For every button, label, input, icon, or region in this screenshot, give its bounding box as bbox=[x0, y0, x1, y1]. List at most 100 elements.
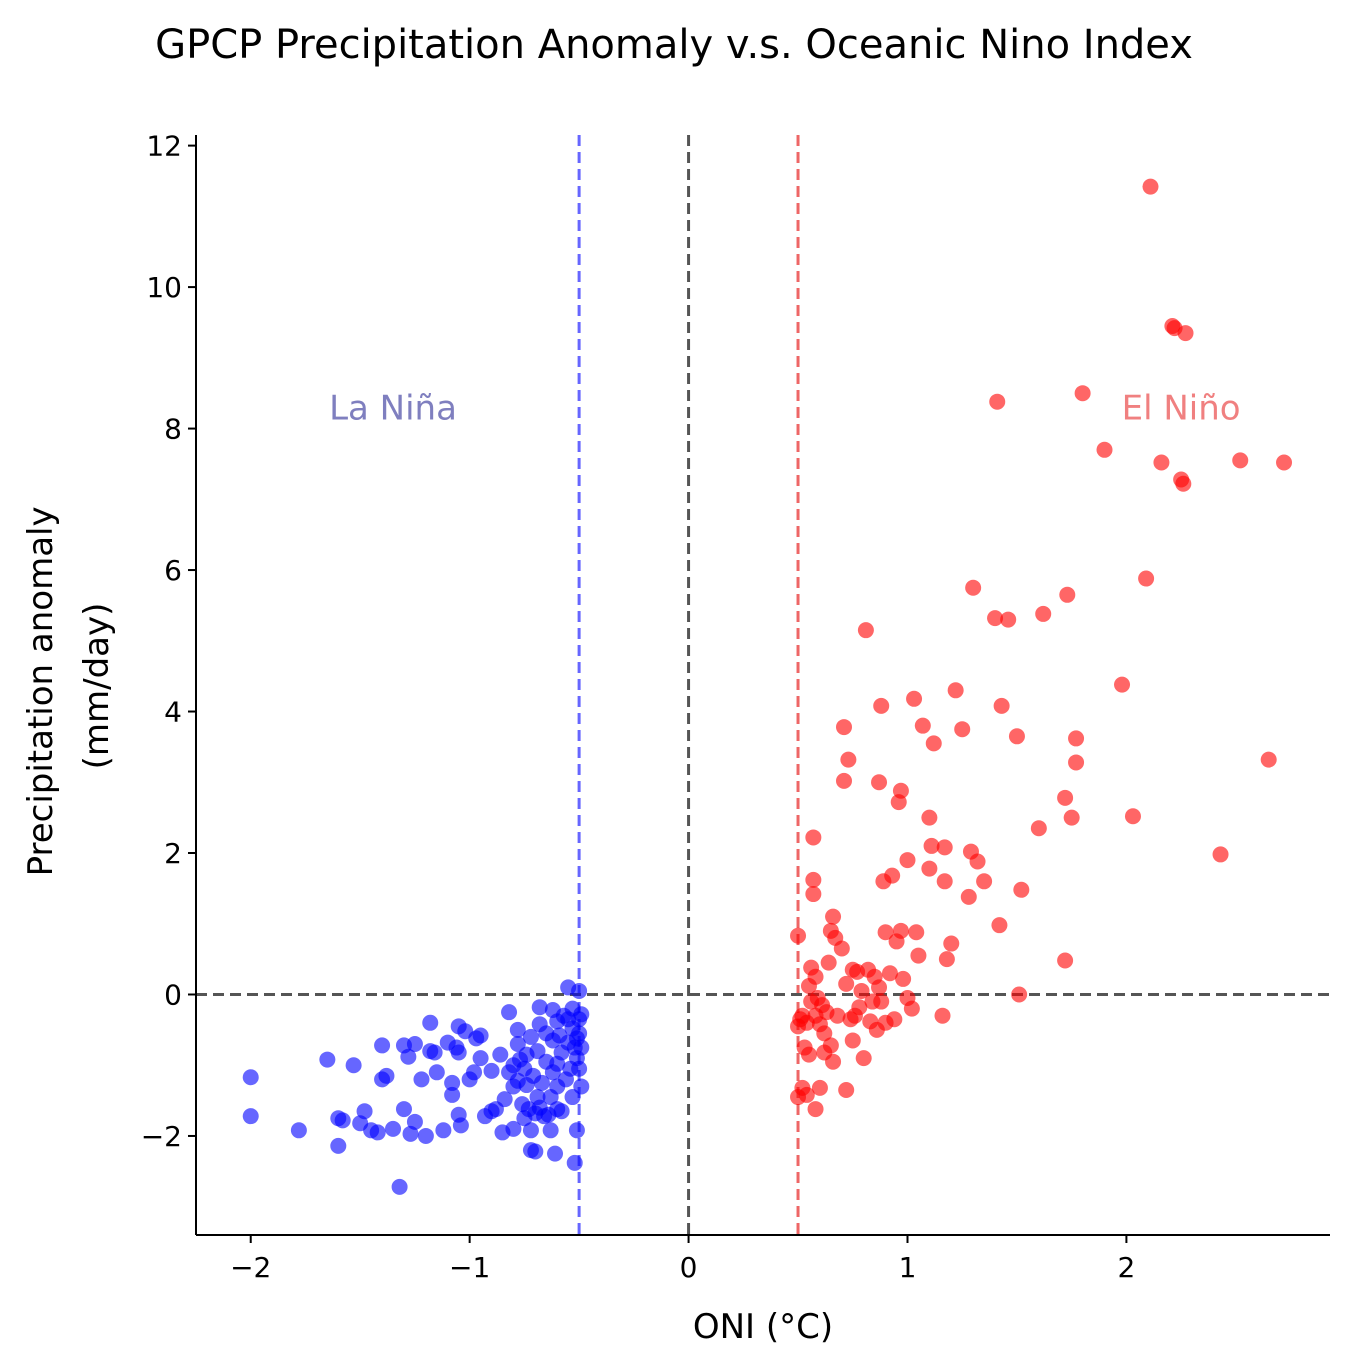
data-point bbox=[892, 922, 909, 939]
data-point bbox=[522, 1028, 539, 1045]
data-point bbox=[936, 873, 953, 890]
data-point bbox=[895, 970, 912, 987]
data-point bbox=[531, 999, 548, 1016]
data-point bbox=[452, 1117, 469, 1134]
data-point bbox=[1096, 441, 1113, 458]
data-point bbox=[811, 1079, 828, 1096]
data-point bbox=[816, 1025, 833, 1042]
data-point bbox=[385, 1120, 402, 1137]
data-point bbox=[571, 982, 588, 999]
data-point bbox=[881, 965, 898, 982]
data-point bbox=[829, 1007, 846, 1024]
data-point bbox=[886, 1011, 903, 1028]
data-point bbox=[1068, 754, 1085, 771]
x-ticks: −2 −1 0 1 2 bbox=[230, 1235, 1135, 1284]
data-point bbox=[444, 1086, 461, 1103]
data-point bbox=[921, 809, 938, 826]
axes bbox=[195, 135, 1330, 1236]
data-point bbox=[871, 774, 888, 791]
data-point bbox=[925, 735, 942, 752]
data-point bbox=[1013, 881, 1030, 898]
data-point bbox=[989, 393, 1006, 410]
data-point bbox=[330, 1137, 347, 1154]
data-point bbox=[855, 1050, 872, 1067]
data-point bbox=[402, 1125, 419, 1142]
data-point bbox=[910, 947, 927, 964]
data-point bbox=[805, 829, 822, 846]
x-tick-label: 0 bbox=[680, 1251, 698, 1284]
data-point bbox=[943, 935, 960, 952]
data-point bbox=[844, 1032, 861, 1049]
data-point bbox=[960, 888, 977, 905]
data-point bbox=[553, 1103, 570, 1120]
data-point bbox=[356, 1103, 373, 1120]
chart-title: GPCP Precipitation Anomaly v.s. Oceanic … bbox=[155, 22, 1193, 68]
data-point bbox=[345, 1057, 362, 1074]
data-point bbox=[290, 1122, 307, 1139]
data-point bbox=[892, 782, 909, 799]
data-point bbox=[472, 1027, 489, 1044]
data-point bbox=[1057, 789, 1074, 806]
data-point bbox=[1276, 454, 1293, 471]
data-point bbox=[529, 1043, 546, 1060]
data-point bbox=[936, 839, 953, 856]
data-point bbox=[884, 867, 901, 884]
data-point bbox=[496, 1091, 513, 1108]
data-point bbox=[906, 690, 923, 707]
y-tick-label: 12 bbox=[146, 130, 182, 163]
data-point bbox=[501, 1004, 518, 1021]
data-point bbox=[807, 1101, 824, 1118]
data-point bbox=[1177, 325, 1194, 342]
x-axis-label: ONI (°C) bbox=[693, 1307, 833, 1347]
reference-lines bbox=[196, 135, 1330, 1235]
data-point bbox=[1068, 730, 1085, 747]
data-point bbox=[505, 1120, 522, 1137]
data-point bbox=[825, 1053, 842, 1070]
data-point bbox=[378, 1067, 395, 1084]
data-point bbox=[800, 1046, 817, 1063]
y-tick-label: 10 bbox=[146, 271, 182, 304]
data-point bbox=[533, 1074, 550, 1091]
data-point bbox=[877, 924, 894, 941]
data-point bbox=[836, 719, 852, 736]
data-point bbox=[838, 1081, 855, 1098]
y-ticks: −2 0 2 4 6 8 10 12 bbox=[141, 130, 196, 1153]
data-point bbox=[483, 1062, 500, 1079]
data-point bbox=[954, 721, 971, 738]
y-tick-label: 2 bbox=[164, 837, 182, 870]
data-point bbox=[334, 1112, 351, 1129]
data-point bbox=[857, 622, 874, 639]
y-tick-label: 6 bbox=[164, 554, 182, 587]
data-point bbox=[406, 1113, 423, 1130]
data-point bbox=[426, 1044, 443, 1061]
data-point bbox=[899, 852, 916, 869]
data-point bbox=[573, 1006, 590, 1023]
annotation-label: La Niña bbox=[329, 388, 457, 428]
data-point bbox=[417, 1127, 434, 1144]
data-point bbox=[369, 1124, 386, 1141]
y-tick-label: 0 bbox=[164, 978, 182, 1011]
data-point bbox=[947, 682, 964, 699]
annotations: La Niña El Niño bbox=[329, 388, 1241, 428]
data-point bbox=[571, 1025, 588, 1042]
y-axis-label-line-2: (mm/day) bbox=[77, 603, 117, 770]
data-point bbox=[840, 751, 857, 768]
data-point bbox=[509, 1021, 526, 1038]
data-point bbox=[938, 951, 955, 968]
data-point bbox=[807, 968, 824, 985]
data-point bbox=[1175, 475, 1192, 492]
x-tick-label: −1 bbox=[449, 1251, 490, 1284]
data-point bbox=[1030, 820, 1047, 837]
data-point bbox=[568, 1122, 585, 1139]
data-point bbox=[400, 1048, 417, 1065]
data-point bbox=[1232, 452, 1249, 469]
data-point bbox=[1000, 611, 1017, 628]
data-point bbox=[1142, 178, 1159, 195]
data-point bbox=[991, 917, 1008, 934]
data-point bbox=[242, 1108, 259, 1125]
data-point bbox=[413, 1071, 430, 1088]
data-point bbox=[319, 1051, 336, 1068]
y-axis-label-line-1: Precipitation anomaly bbox=[21, 506, 61, 876]
data-point bbox=[1212, 846, 1229, 863]
